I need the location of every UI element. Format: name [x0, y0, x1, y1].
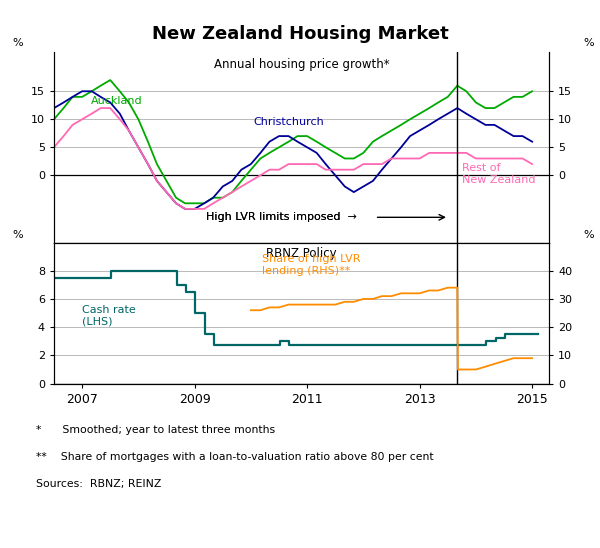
Text: Cash rate
(LHS): Cash rate (LHS): [82, 305, 136, 327]
Text: %: %: [584, 230, 594, 239]
Text: Auckland: Auckland: [91, 95, 142, 106]
Text: Sources:  RBNZ; REINZ: Sources: RBNZ; REINZ: [36, 480, 161, 489]
Text: High LVR limits imposed  →: High LVR limits imposed →: [206, 212, 357, 222]
Text: Christchurch: Christchurch: [254, 117, 325, 127]
Text: High LVR limits imposed: High LVR limits imposed: [206, 212, 340, 222]
Text: *      Smoothed; year to latest three months: * Smoothed; year to latest three months: [36, 425, 275, 435]
Text: %: %: [12, 38, 23, 48]
Text: New Zealand Housing Market: New Zealand Housing Market: [152, 25, 448, 43]
Text: Rest of
New Zealand: Rest of New Zealand: [462, 163, 535, 185]
Text: **    Share of mortgages with a loan-to-valuation ratio above 80 per cent: ** Share of mortgages with a loan-to-val…: [36, 452, 434, 462]
Text: Share of high LVR
lending (RHS)**: Share of high LVR lending (RHS)**: [262, 254, 361, 276]
Text: RBNZ Policy: RBNZ Policy: [266, 247, 337, 260]
Text: Annual housing price growth*: Annual housing price growth*: [214, 58, 389, 71]
Text: %: %: [584, 38, 594, 48]
Text: %: %: [12, 230, 23, 239]
